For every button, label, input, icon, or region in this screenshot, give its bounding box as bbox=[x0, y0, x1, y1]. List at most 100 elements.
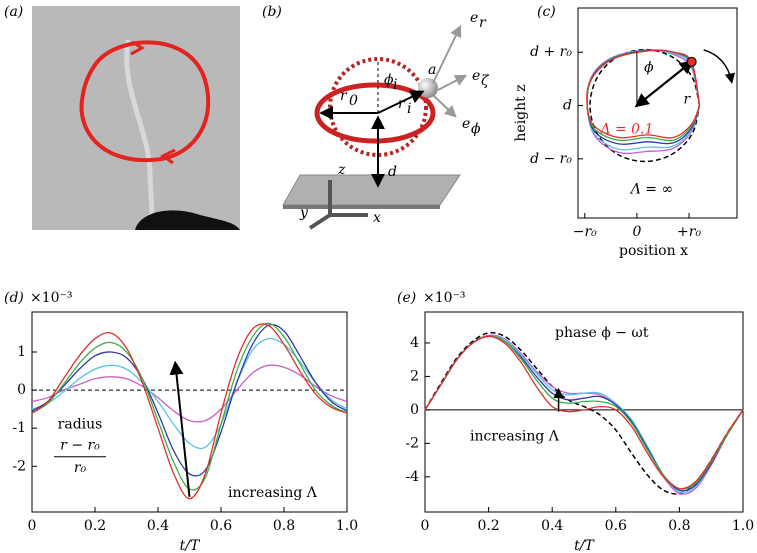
x-tick-label: 0.8 bbox=[668, 518, 690, 534]
x-tick-label: 0.6 bbox=[210, 518, 232, 534]
photo-streak bbox=[124, 39, 155, 216]
annotation: increasing Λ bbox=[470, 429, 560, 445]
trend-arrow bbox=[169, 360, 191, 497]
y-tick-label: d bbox=[563, 98, 572, 114]
wall-plate bbox=[282, 174, 461, 206]
y-tick-label: 4 bbox=[410, 335, 419, 351]
y-tick-label: 1 bbox=[17, 344, 26, 360]
x-tick-label: 0.2 bbox=[84, 518, 106, 534]
chart-panel: −r₀ 0 +r₀ d − r₀ d d + r₀ position x height z ϕ r… bbox=[513, 7, 738, 259]
x-tick-label: 1.0 bbox=[732, 518, 754, 534]
panel-label: (a) bbox=[4, 4, 23, 20]
loop-arrow bbox=[130, 40, 146, 56]
series-line bbox=[31, 364, 348, 423]
panel-label: (b) bbox=[262, 4, 282, 20]
y-scale-label: ×10⁻³ bbox=[30, 290, 73, 306]
x-tick-label: 0 bbox=[28, 518, 37, 534]
diagram-label-sub: i bbox=[407, 101, 411, 117]
panel-label: (e) bbox=[397, 290, 416, 306]
y-tick-label: -2 bbox=[12, 458, 26, 474]
diagram-label: e bbox=[472, 68, 480, 84]
annotation: r bbox=[684, 92, 692, 108]
annotation: Λ = 0.1 bbox=[598, 122, 653, 138]
x-tick-label: 1.0 bbox=[336, 518, 358, 534]
unit-vector bbox=[433, 95, 457, 118]
annotation: ϕ bbox=[644, 60, 654, 76]
diagram-label: d bbox=[388, 164, 397, 180]
series-line bbox=[424, 334, 744, 495]
plot-frame bbox=[31, 311, 348, 513]
x-tick-label: +r₀ bbox=[677, 224, 701, 240]
x-tick-label: 0 bbox=[421, 518, 430, 534]
x-axis-label: t/T bbox=[574, 538, 595, 553]
particle bbox=[686, 56, 697, 67]
loop-arrow bbox=[160, 148, 176, 165]
plot-frame bbox=[424, 311, 744, 513]
y-scale-label: ×10⁻³ bbox=[423, 290, 466, 306]
y-tick-label: 0 bbox=[410, 402, 419, 418]
x-tick-label: 0.4 bbox=[147, 518, 169, 534]
diagram-label: ϕ bbox=[384, 72, 394, 88]
x-axis-label: position x bbox=[619, 243, 688, 259]
diagram-label-sub: r bbox=[479, 15, 487, 31]
panel-label: (c) bbox=[537, 4, 556, 20]
shape bbox=[283, 205, 440, 209]
series-line bbox=[424, 331, 744, 495]
chart-panel: 0 0.2 0.4 0.6 0.8 1.0 -4 -2 0 2 4 t/T ×10⁻³ phase ϕ −… bbox=[405, 290, 754, 553]
x-tick-label: −r₀ bbox=[573, 224, 597, 240]
shape bbox=[377, 90, 425, 114]
y-tick-label: -1 bbox=[12, 420, 26, 436]
x-tick-label: 0.4 bbox=[541, 518, 563, 534]
series-line bbox=[424, 335, 744, 494]
schematic-panel bbox=[282, 24, 468, 230]
annotation: r₀ bbox=[74, 460, 87, 476]
unit-vector bbox=[437, 74, 468, 91]
diagram-label-sub: i bbox=[393, 77, 397, 93]
vortex-ring bbox=[314, 82, 436, 144]
y-tick-label: 0 bbox=[17, 382, 26, 398]
unit-vector bbox=[432, 24, 462, 84]
annotation: r − r₀ bbox=[60, 437, 100, 453]
x-tick-label: 0.8 bbox=[273, 518, 295, 534]
series-line bbox=[424, 335, 744, 492]
loop-line bbox=[586, 49, 701, 139]
series-line bbox=[424, 335, 744, 490]
diagram-label: r bbox=[340, 88, 348, 104]
annotation: increasing Λ bbox=[228, 485, 318, 501]
y-tick-label: -4 bbox=[405, 469, 419, 485]
diagram-label: e bbox=[470, 10, 478, 26]
photo-shadow bbox=[135, 210, 240, 230]
panel-label: (d) bbox=[4, 290, 24, 306]
y-tick-label: 2 bbox=[410, 368, 419, 384]
diagram-label-sub: ζ bbox=[481, 73, 490, 89]
annotation: Λ = ∞ bbox=[629, 182, 673, 198]
axis-y bbox=[308, 213, 332, 230]
y-tick-label: d − r₀ bbox=[530, 151, 572, 167]
diagram-label: e bbox=[462, 116, 470, 132]
plot-frame bbox=[577, 7, 738, 219]
diagram-label: r bbox=[398, 96, 406, 112]
diagram-label-sub: 0 bbox=[349, 93, 358, 109]
series-line bbox=[31, 323, 348, 477]
x-axis-label: t/T bbox=[180, 538, 201, 553]
radius-arrow bbox=[634, 61, 693, 108]
diagram-label: z bbox=[337, 162, 346, 178]
photo-panel bbox=[32, 6, 240, 230]
series-line bbox=[31, 323, 348, 500]
y-axis-label: height z bbox=[513, 84, 529, 141]
diagram-label: y bbox=[299, 205, 309, 221]
diagram-label: a bbox=[428, 62, 436, 78]
series-line bbox=[424, 335, 744, 490]
vortex-loop bbox=[79, 40, 211, 163]
x-tick-label: 0.6 bbox=[605, 518, 627, 534]
y-tick-label: d + r₀ bbox=[530, 44, 572, 60]
rotation-arrow bbox=[703, 49, 736, 84]
loop-line bbox=[589, 48, 701, 163]
x-tick-label: 0.2 bbox=[477, 518, 499, 534]
annotation: radius bbox=[58, 416, 103, 432]
diagram-label-sub: ϕ bbox=[471, 121, 481, 137]
annotation: phase ϕ − ωt bbox=[555, 325, 649, 341]
diagram-label: x bbox=[373, 210, 381, 226]
y-tick-label: -2 bbox=[405, 435, 419, 451]
